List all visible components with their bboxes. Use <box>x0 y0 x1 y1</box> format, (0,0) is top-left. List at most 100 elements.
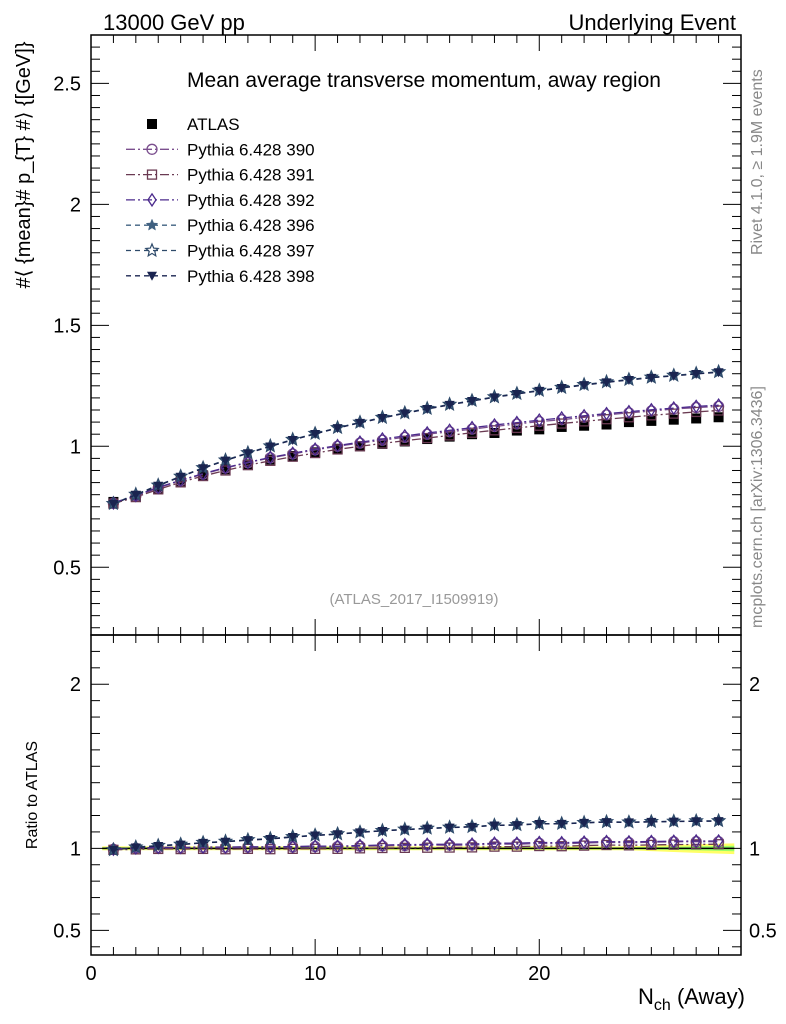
marker-triangle-down <box>354 828 365 838</box>
marker-diamond <box>668 834 679 849</box>
marker-diamond <box>444 837 455 852</box>
marker-triangle-down <box>310 429 321 439</box>
y-tick-label: 0.5 <box>53 557 81 579</box>
ratio-tick-label-left: 0.5 <box>53 920 81 942</box>
marker-diamond <box>556 410 567 426</box>
marker-triangle-down <box>511 390 522 400</box>
marker-square <box>623 412 635 423</box>
marker-square <box>691 406 702 418</box>
marker-atlas <box>489 427 500 438</box>
series-layer <box>105 363 727 511</box>
ratio-series-line <box>113 820 719 851</box>
energy-label: 13000 GeV pp <box>103 10 245 35</box>
marker-triangle-down <box>310 831 321 841</box>
marker-triangle-down <box>287 833 298 843</box>
series-line <box>113 404 719 504</box>
marker-triangle-down <box>713 817 724 827</box>
marker-square <box>220 465 231 476</box>
ratio-series-line <box>113 841 719 851</box>
marker-diamond <box>220 460 231 475</box>
marker-diamond <box>355 838 365 853</box>
ratio-tick-label-left: 2 <box>70 674 81 696</box>
marker-square <box>287 451 298 462</box>
marker-square <box>354 441 366 452</box>
series-6 <box>108 368 724 509</box>
marker-triangle-down <box>198 838 209 848</box>
marker-triangle-down <box>579 818 590 828</box>
marker-square <box>444 842 455 853</box>
marker-square <box>556 841 567 852</box>
marker-triangle-down <box>444 823 455 833</box>
legend-item: Pythia 6.428 392 <box>126 191 315 210</box>
marker-triangle-down <box>130 490 141 500</box>
marker-triangle-down <box>153 841 164 851</box>
marker-triangle-down <box>220 456 231 466</box>
marker-square <box>309 843 321 854</box>
marker-diamond <box>355 435 365 450</box>
ratio-tick-label-right: 2 <box>749 674 760 696</box>
marker-square <box>511 422 523 434</box>
marker-triangle-down <box>489 393 500 403</box>
event-type-label: Underlying Event <box>568 10 736 35</box>
series-line <box>113 409 719 505</box>
marker-triangle-down <box>668 371 679 381</box>
marker-star-open <box>144 242 160 258</box>
marker-diamond <box>556 835 567 850</box>
ratio-uncertainty-band <box>102 843 735 855</box>
marker-triangle-down <box>399 409 410 419</box>
marker-diamond <box>601 834 612 849</box>
series-0 <box>108 412 724 507</box>
ratio-series-layer <box>105 812 727 857</box>
marker-square <box>399 842 410 854</box>
marker-star-filled <box>145 218 159 231</box>
marker-triangle-down <box>691 817 702 827</box>
marker-diamond <box>489 836 500 851</box>
ratio-series-line <box>113 840 719 850</box>
marker-square <box>578 840 590 851</box>
axis-ticks <box>90 34 742 955</box>
marker-atlas <box>265 454 276 465</box>
marker-square <box>668 408 679 419</box>
legend-item: Pythia 6.428 398 <box>126 267 315 286</box>
marker-triangle-down <box>713 368 724 378</box>
ratio-series-line <box>113 843 719 851</box>
marker-triangle-down <box>130 843 141 853</box>
marker-diamond <box>512 415 522 430</box>
marker-triangle-down <box>377 826 388 836</box>
legend: ATLAS Pythia 6.428 390 Pythia 6.428 391 Pyt… <box>126 115 315 286</box>
marker-triangle-down <box>556 819 567 829</box>
marker-triangle-down <box>287 436 298 445</box>
marker-square <box>377 842 388 854</box>
marker-atlas <box>332 443 343 454</box>
marker-diamond <box>646 402 657 417</box>
legend-item: Pythia 6.428 390 <box>126 140 315 159</box>
marker-diamond <box>310 442 320 457</box>
marker-triangle-down <box>467 822 478 832</box>
rivet-version-label: Rivet 4.1.0, ≥ 1.9M events <box>749 69 766 255</box>
marker-square <box>511 841 523 852</box>
marker-square <box>242 460 254 471</box>
marker-square <box>534 420 545 431</box>
legend-label: Pythia 6.428 397 <box>187 242 315 261</box>
series-5 <box>105 363 727 511</box>
marker-diamond <box>579 834 589 850</box>
marker-diamond <box>332 839 343 854</box>
legend-item: ATLAS <box>147 115 240 134</box>
marker-triangle-down <box>220 837 231 847</box>
marker-triangle-down <box>175 472 186 482</box>
marker-diamond <box>668 400 679 416</box>
marker-diamond <box>422 837 432 852</box>
marker-triangle-down <box>556 383 567 393</box>
marker-diamond <box>377 431 388 447</box>
marker-diamond <box>512 836 522 851</box>
marker-atlas <box>511 425 522 436</box>
marker-diamond <box>534 835 545 850</box>
marker-triangle-down <box>108 846 119 856</box>
marker-diamond <box>377 837 388 853</box>
ratio-series-3 <box>108 833 724 857</box>
marker-triangle-down <box>511 821 522 831</box>
y-tick-label: 2.5 <box>53 73 81 95</box>
marker-square <box>713 839 724 850</box>
tick-labels: 0 10 20 0.5 1 1.5 2 2.5 0.5 0.5 1 1 2 2 <box>53 73 777 985</box>
chart-title: Mean average transverse momentum, away r… <box>187 69 661 92</box>
